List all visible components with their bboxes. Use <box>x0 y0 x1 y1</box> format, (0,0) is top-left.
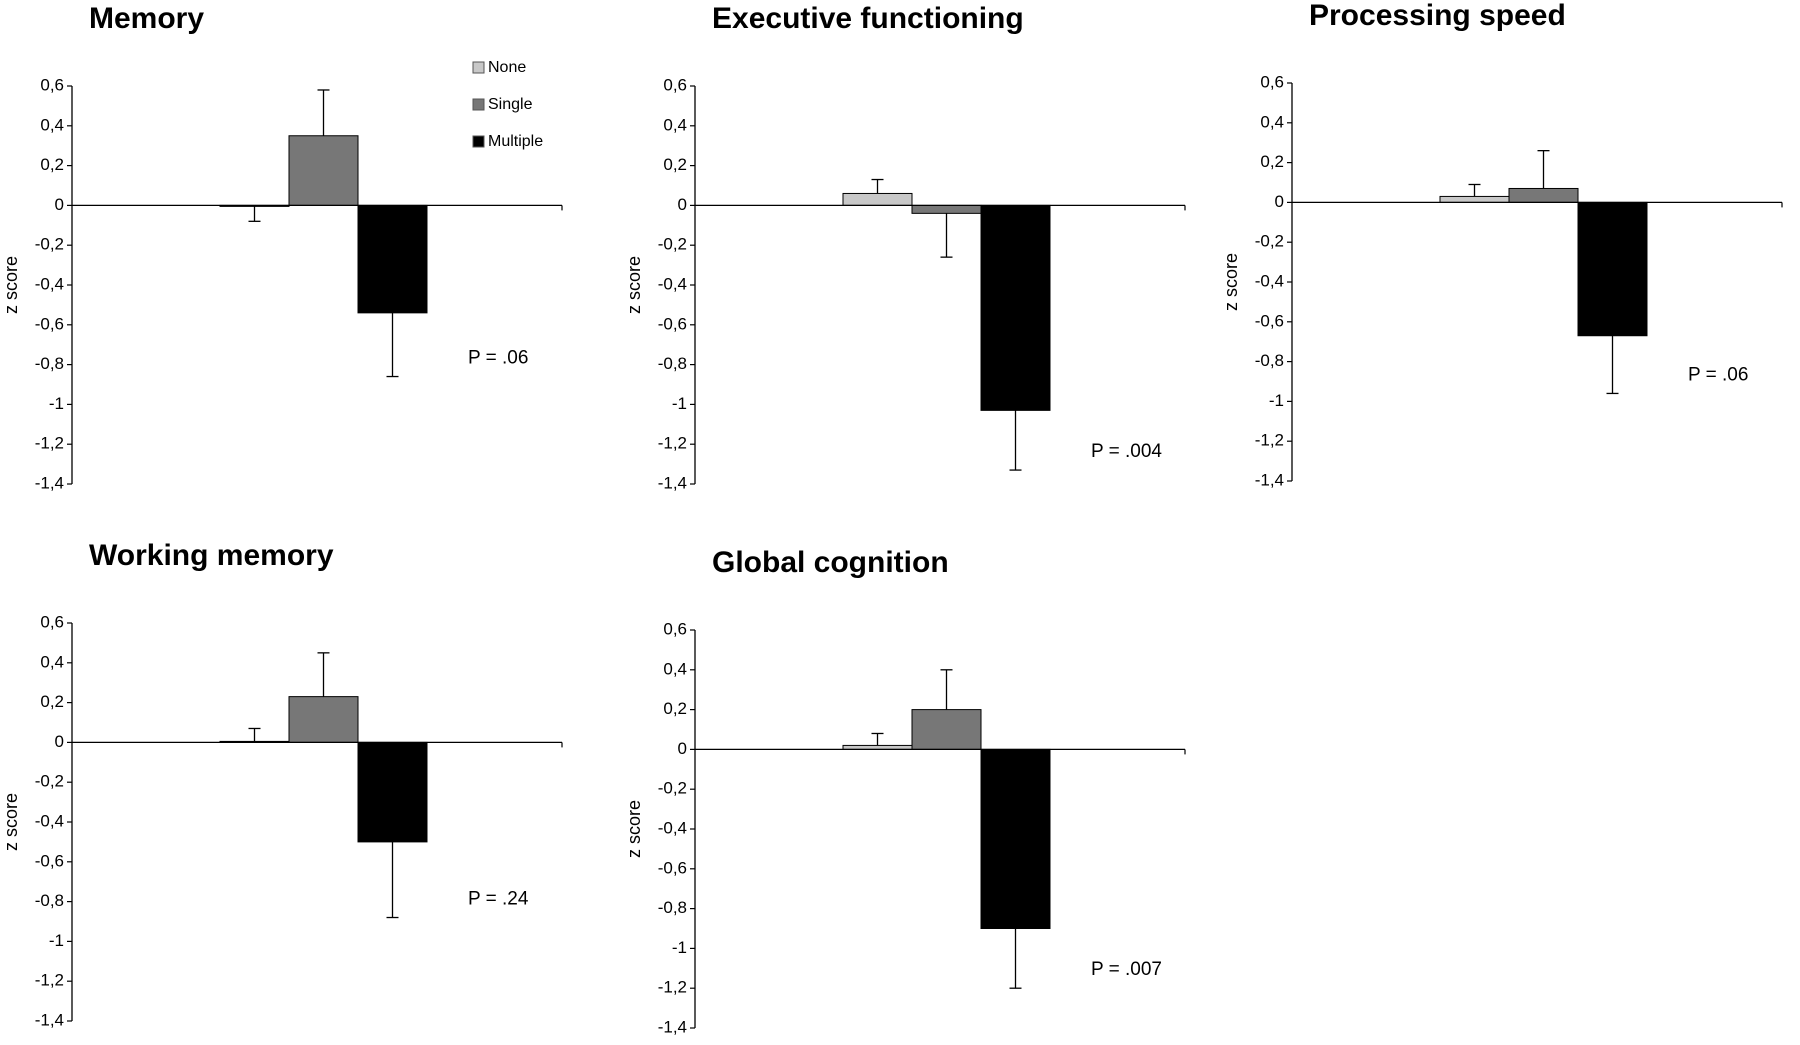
y-tick-label: -0,6 <box>1255 311 1284 330</box>
bar <box>1439 195 1510 203</box>
y-tick-label: 0 <box>678 195 687 214</box>
y-tick-label: 0,4 <box>1260 112 1284 131</box>
y-tick-label: -1,4 <box>1255 470 1284 489</box>
bar <box>1508 187 1579 203</box>
chart-panel: Working memory z score 0,6 0,4 0,2 0 -0,2 -0,4 -… <box>1 539 563 1029</box>
y-tick-label: 0,4 <box>663 115 687 134</box>
chart-panel: Memory z score 0,6 0,4 0,2 0 -0,2 -0,4 -0,6 -0,8 -… <box>1 2 563 492</box>
y-tick-label: -0,2 <box>1255 232 1284 251</box>
chart-title: Memory <box>89 2 204 35</box>
bar <box>842 192 913 206</box>
y-axis-label: z score <box>624 800 644 858</box>
y-tick-label: -0,8 <box>1255 351 1284 370</box>
y-tick-label: -0,4 <box>1255 271 1284 290</box>
legend-swatch <box>472 135 485 148</box>
bar <box>980 204 1051 411</box>
y-tick-label: 0,4 <box>663 659 687 678</box>
y-tick-label: -0,8 <box>658 898 687 917</box>
y-tick-label: -0,2 <box>35 772 64 791</box>
bar <box>1577 201 1648 337</box>
y-tick-label: -1 <box>49 931 64 950</box>
y-axis-label: z score <box>1221 253 1241 311</box>
bar <box>911 204 982 214</box>
y-axis-label: z score <box>624 256 644 314</box>
bar <box>357 204 428 314</box>
y-axis-label: z score <box>1 256 21 314</box>
y-tick-label: -1,2 <box>35 971 64 990</box>
y-tick-label: -1,4 <box>658 473 687 492</box>
chart-panel: Processing speed z score 0,6 0,4 0,2 0 -0,2 -0,… <box>1221 0 1783 489</box>
y-tick-label: 0,6 <box>40 612 64 631</box>
chart-title: Processing speed <box>1309 0 1566 32</box>
y-tick-label: -0,8 <box>658 354 687 373</box>
y-tick-label: 0,4 <box>40 652 64 671</box>
annotation: P = .06 <box>1688 364 1748 385</box>
bar <box>357 741 428 843</box>
y-tick-label: 0 <box>55 195 64 214</box>
y-tick-label: 0,6 <box>1260 72 1284 91</box>
bar <box>288 135 359 206</box>
y-tick-label: -0,4 <box>658 818 687 837</box>
y-tick-label: -0,2 <box>658 235 687 254</box>
y-tick-label: -0,4 <box>658 274 687 293</box>
y-tick-label: 0 <box>1275 192 1284 211</box>
y-tick-label: -1 <box>672 394 687 413</box>
y-tick-label: -0,6 <box>658 314 687 333</box>
annotation: P = .24 <box>468 889 529 910</box>
y-tick-label: 0,2 <box>1260 152 1284 171</box>
legend-label: Multiple <box>488 133 543 150</box>
legend-label: None <box>488 59 526 76</box>
y-tick-label: 0,6 <box>663 75 687 94</box>
annotation: P = .06 <box>468 348 528 369</box>
bar <box>911 709 982 750</box>
chart-panel: Global cognition z score 0,6 0,4 0,2 0 -0,2 -0,… <box>624 546 1186 1036</box>
y-tick-label: -1,2 <box>658 978 687 997</box>
y-tick-label: -1,4 <box>35 1010 64 1029</box>
y-tick-label: -1 <box>1269 391 1284 410</box>
y-tick-label: -1 <box>672 938 687 957</box>
y-tick-label: -0,6 <box>35 851 64 870</box>
y-tick-label: 0,2 <box>663 155 687 174</box>
chart-title: Executive functioning <box>712 2 1024 35</box>
y-tick-label: -1,4 <box>35 473 64 492</box>
legend-label: Single <box>488 96 533 113</box>
y-tick-label: -1,2 <box>1255 431 1284 450</box>
y-tick-label: 0 <box>55 732 64 751</box>
y-tick-label: 0,4 <box>40 115 64 134</box>
y-tick-label: -0,8 <box>35 891 64 910</box>
y-tick-label: -0,6 <box>658 858 687 877</box>
y-tick-label: -0,2 <box>35 235 64 254</box>
y-tick-label: -0,6 <box>35 314 64 333</box>
chart-panel: Executive functioning z score 0,6 0,4 0,2 0 -0… <box>624 2 1186 492</box>
y-axis-label: z score <box>1 793 21 851</box>
y-tick-label: -0,8 <box>35 354 64 373</box>
y-tick-label: -1,2 <box>35 434 64 453</box>
y-tick-label: -0,4 <box>35 274 64 293</box>
legend-swatch <box>472 61 485 74</box>
y-tick-label: 0,6 <box>663 619 687 638</box>
annotation: P = .007 <box>1091 959 1162 980</box>
y-tick-label: 0,6 <box>40 75 64 94</box>
y-tick-label: 0,2 <box>40 692 64 711</box>
y-tick-label: 0,2 <box>40 155 64 174</box>
y-tick-label: -1 <box>49 394 64 413</box>
y-tick-label: -0,4 <box>35 811 64 830</box>
annotation: P = .004 <box>1091 441 1162 462</box>
legend-swatch <box>472 98 485 111</box>
bar <box>980 748 1051 930</box>
bar <box>288 696 359 743</box>
y-tick-label: -0,2 <box>658 779 687 798</box>
y-tick-label: 0 <box>678 739 687 758</box>
y-tick-label: 0,2 <box>663 699 687 718</box>
chart-title: Global cognition <box>712 546 949 579</box>
y-tick-label: -1,2 <box>658 434 687 453</box>
y-tick-label: -1,4 <box>658 1017 687 1036</box>
chart-title: Working memory <box>89 539 334 572</box>
